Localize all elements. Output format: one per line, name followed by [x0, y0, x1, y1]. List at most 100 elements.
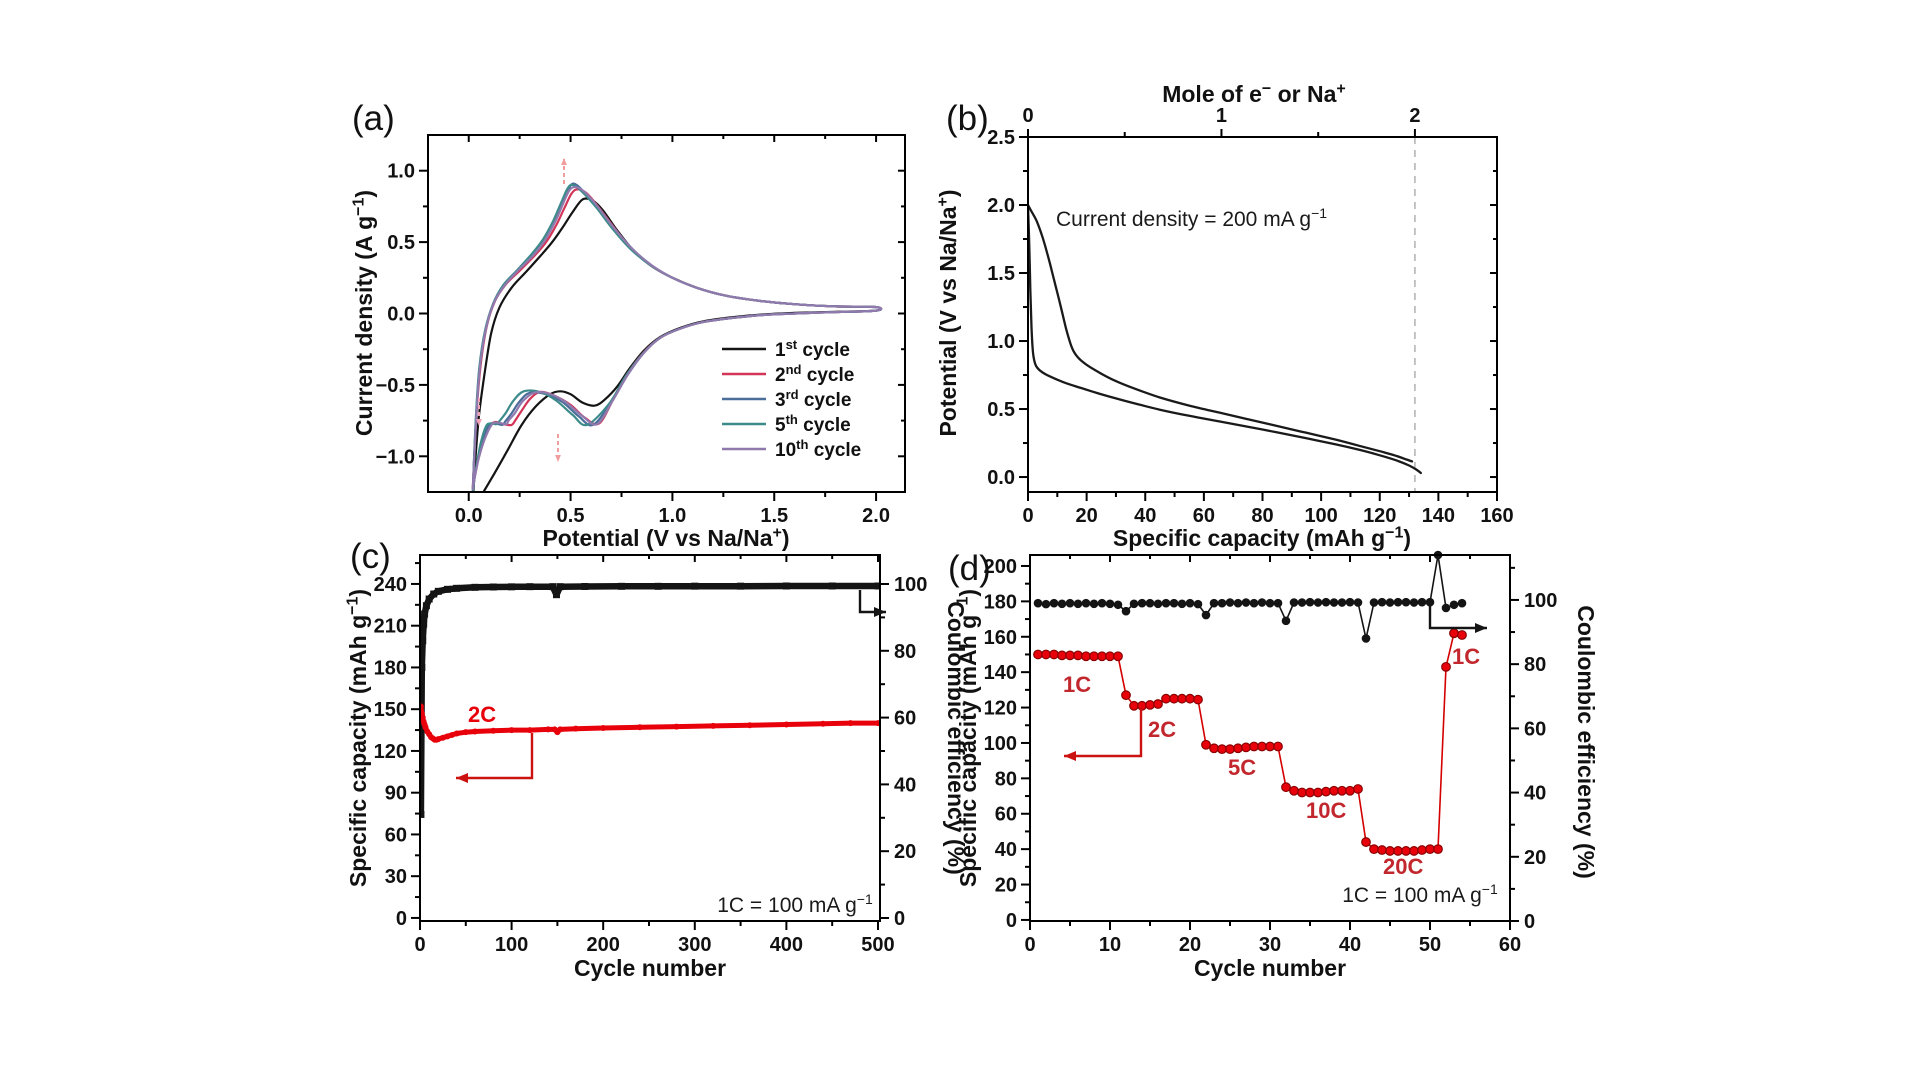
series-group: [1028, 203, 1422, 475]
rate-coulombic-efficiency-point: [1057, 599, 1067, 609]
y-tick-label: 120: [374, 741, 407, 763]
rate-coulombic-efficiency-point: [1385, 598, 1395, 607]
y-tick-label: 20: [995, 875, 1017, 897]
rate-capacity-point: [1049, 649, 1059, 660]
y-axis-title: Current density (A g−1): [350, 190, 377, 436]
rate-capacity-point: [1353, 784, 1363, 794]
y-tick-label: 200: [984, 556, 1017, 578]
rate-coulombic-efficiency-point: [1049, 598, 1059, 608]
annotation-arrow: [1428, 605, 1487, 630]
arrow-head: [561, 158, 567, 165]
rate-coulombic-efficiency-point: [1161, 598, 1171, 608]
top-axis-title: Mole of e− or Na+: [1162, 80, 1346, 107]
rate-capacity-point: [1305, 787, 1315, 798]
y-tick-label: 60: [995, 804, 1017, 826]
rate-capacity-point: [1081, 651, 1091, 662]
arrow-head: [1064, 750, 1076, 762]
rate-capacity-point: [1113, 651, 1123, 662]
y2-tick-label: 60: [894, 708, 916, 730]
rate-coulombic-efficiency-point: [1297, 598, 1307, 607]
annotation: 2C: [468, 702, 496, 727]
rate-capacity-point: [1145, 700, 1155, 710]
legend-label: 5th cycle: [775, 412, 851, 436]
rate-coulombic-efficiency-point: [1225, 598, 1235, 607]
x-axis-title: Potential (V vs Na/Na+): [542, 524, 789, 551]
rate-coulombic-efficiency-point: [1241, 598, 1251, 607]
coulombic-efficiency-2C-point: [420, 663, 426, 671]
y-tick-label: 240: [374, 574, 407, 596]
specific-capacity-2C-point: [453, 730, 460, 737]
panel-label: (a): [352, 99, 395, 138]
rate-coulombic-efficiency-point: [1209, 598, 1219, 608]
x-tick-label: 1.5: [760, 505, 788, 527]
rate-coulombic-efficiency: [1037, 554, 1463, 640]
y-tick-label: 0.5: [387, 232, 415, 254]
y-tick-label: 0.0: [987, 467, 1015, 489]
rate-capacity-point: [1177, 693, 1187, 704]
x-tick-label: 30: [1259, 934, 1281, 956]
x-tick-label: 60: [1193, 505, 1215, 527]
rate-capacity-point: [1441, 661, 1451, 672]
rate-coulombic-efficiency-point: [1345, 597, 1355, 607]
rate-capacity-point: [1425, 844, 1435, 855]
specific-capacity-2C-point: [783, 721, 790, 728]
rate-coulombic-efficiency-point: [1441, 603, 1451, 613]
specific-capacity-2C-point: [526, 727, 533, 734]
rate-coulombic-efficiency-point: [1073, 599, 1083, 609]
rate-coulombic-efficiency-point: [1129, 599, 1139, 609]
annotation: Current density = 200 mA g−1: [1056, 205, 1327, 231]
annotation: 2C: [1148, 717, 1176, 742]
rate-coulombic-efficiency-point: [1265, 598, 1275, 608]
rate-coulombic-efficiency-point: [1353, 598, 1363, 607]
legend-label: 3rd cycle: [775, 387, 851, 411]
y-tick-label: 0: [396, 908, 407, 930]
coulombic-efficiency-2C-point: [654, 582, 662, 590]
x-tick-label: 100: [1304, 505, 1337, 527]
y-tick-label: 1.0: [987, 331, 1015, 353]
rate-coulombic-efficiency-point: [1185, 598, 1195, 608]
specific-capacity-2C-point: [710, 722, 717, 729]
rate-coulombic-efficiency-point: [1137, 598, 1147, 608]
y-tick-label: 180: [984, 591, 1017, 613]
x-tick-label: 20: [1179, 934, 1201, 956]
y-tick-label: 140: [984, 662, 1017, 684]
specific-capacity-2C-point: [557, 726, 564, 733]
rate-capacity-point: [1169, 693, 1179, 704]
coulombic-efficiency-2C-point: [489, 583, 497, 591]
rate-coulombic-efficiency-point: [1417, 597, 1427, 607]
specific-capacity-2C-point: [471, 728, 478, 735]
y2-tick-label: 60: [1524, 718, 1546, 740]
coulombic-efficiency-2C-point: [737, 582, 745, 590]
rate-capacity-point: [1161, 693, 1171, 704]
rate-coulombic-efficiency-point: [1097, 598, 1107, 608]
y-tick-label: 40: [995, 839, 1017, 861]
coulombic-efficiency-2C-point: [453, 584, 461, 592]
rate-capacity-point: [1265, 741, 1275, 752]
x-tick-label: 80: [1251, 505, 1273, 527]
rate-coulombic-efficiency-point: [1113, 600, 1123, 610]
coulombic-efficiency-2C-point: [581, 582, 589, 590]
coulombic-efficiency-2C-point: [552, 591, 560, 599]
rate-capacity-point: [1273, 741, 1283, 752]
rate-capacity-point: [1281, 782, 1291, 793]
y-tick-label: 90: [385, 783, 407, 805]
plot-box: [1027, 136, 1498, 493]
x-tick-label: 0: [414, 934, 425, 956]
y2-tick-label: 0: [894, 908, 905, 930]
rate-capacity-point: [1121, 690, 1131, 701]
annotation: 1C = 100 mA g−1: [717, 891, 873, 917]
coulombic-efficiency-2C-point: [471, 583, 479, 591]
y-tick-label: 60: [385, 824, 407, 846]
y-tick-label: 160: [984, 627, 1017, 649]
x-tick-label: 200: [587, 934, 620, 956]
specific-capacity-2C-point: [572, 725, 579, 732]
y2-axis-title: Coulombic efficiency (%): [943, 601, 969, 874]
specific-capacity-2C-point: [820, 720, 827, 727]
specific-capacity-2C-point: [874, 720, 880, 727]
top-tick-label: 1: [1216, 105, 1227, 127]
specific-capacity-2C-point: [508, 727, 515, 734]
specific-capacity-2C-point: [462, 729, 469, 736]
rate-coulombic-efficiency-point: [1041, 599, 1051, 609]
